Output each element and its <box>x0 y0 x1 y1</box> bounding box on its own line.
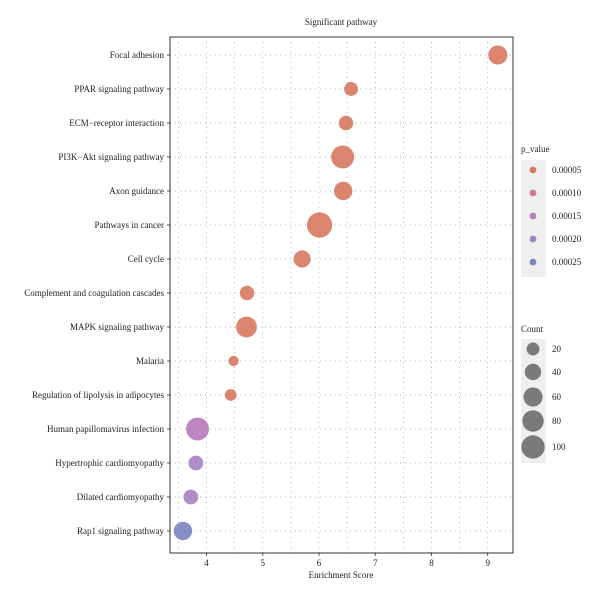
plot-frame <box>169 36 514 554</box>
pathway-label: Regulation of lipolysis in adipocytes <box>32 390 164 400</box>
p-value-legend-swatch <box>529 258 537 266</box>
plot-area <box>170 37 513 553</box>
pathway-label: Pathways in cancer <box>95 220 164 230</box>
data-point <box>344 82 359 96</box>
x-tick-label: 7 <box>373 558 378 568</box>
count-legend-label: 80 <box>552 416 562 426</box>
x-tick-label: 9 <box>485 558 490 568</box>
x-tick-label: 6 <box>317 558 322 568</box>
x-tick-label: 5 <box>261 558 266 568</box>
pathway-label: Complement and coagulation cascades <box>24 288 164 298</box>
count-legend: Count 20 40 60 80 100 <box>521 324 566 463</box>
p-value-legend: p_value 0.00005 0.00010 0.00015 0.00020 0.00… <box>521 144 582 277</box>
p-value-legend-swatch <box>529 212 537 220</box>
chart-title: Significant pathway <box>305 17 378 27</box>
count-legend-title: Count <box>521 324 544 334</box>
pathway-label: Human papillomavirus infection <box>47 424 164 434</box>
grid-lines <box>167 37 513 553</box>
x-tick-label: 4 <box>204 558 209 568</box>
pathway-label: PPAR signaling pathway <box>74 84 164 94</box>
pathway-labels: Focal adhesion PPAR signaling pathway ECM−… <box>24 50 164 536</box>
p-value-legend-swatch <box>529 166 537 174</box>
count-legend-swatch <box>521 435 545 459</box>
data-point <box>186 417 210 441</box>
pathway-label: PI3K−Akt signaling pathway <box>58 152 164 162</box>
x-axis-title: Enrichment Score <box>309 570 374 580</box>
data-point <box>239 285 255 301</box>
pathway-label: Malaria <box>136 356 164 366</box>
pathway-label: ECM−receptor interaction <box>69 118 164 128</box>
p-value-legend-swatch <box>529 235 537 243</box>
p-value-legend-label: 0.00020 <box>552 234 582 244</box>
count-legend-label: 40 <box>552 367 562 377</box>
p-value-legend-label: 0.00005 <box>552 165 582 175</box>
data-point <box>188 455 204 471</box>
data-point <box>293 250 311 268</box>
p-value-legend-label: 0.00025 <box>552 257 582 267</box>
p-value-legend-label: 0.00010 <box>552 188 582 198</box>
pathway-label: Rap1 signaling pathway <box>77 526 164 536</box>
data-point <box>488 45 508 65</box>
x-tick-label: 8 <box>429 558 434 568</box>
pathway-label: Hypertrophic cardiomyopathy <box>55 458 164 468</box>
data-point <box>183 489 199 505</box>
count-legend-swatch <box>526 342 540 356</box>
p-value-legend-swatch <box>529 189 537 197</box>
pathway-label: MAPK signaling pathway <box>70 322 164 332</box>
data-point <box>306 212 333 238</box>
count-legend-swatch <box>524 363 542 381</box>
data-points <box>173 45 508 541</box>
count-legend-label: 20 <box>552 344 562 354</box>
pathway-label: Focal adhesion <box>110 50 165 60</box>
p-value-legend-title: p_value <box>521 144 550 154</box>
pathway-label: Axon guidance <box>109 186 164 196</box>
data-point <box>236 316 257 338</box>
data-point <box>228 355 239 367</box>
data-point <box>333 181 353 201</box>
pathway-label: Cell cycle <box>128 254 164 264</box>
data-point <box>173 521 193 541</box>
x-axis-ticks: 4 5 6 7 8 9 <box>204 553 490 568</box>
pathway-label: Dilated cardiomyopathy <box>77 492 165 502</box>
data-point <box>331 145 355 169</box>
count-legend-label: 60 <box>552 392 562 402</box>
p-value-legend-label: 0.00015 <box>552 211 582 221</box>
count-legend-label: 100 <box>552 442 566 452</box>
data-point <box>224 389 237 401</box>
data-point <box>338 115 354 131</box>
count-legend-swatch <box>522 410 544 432</box>
count-legend-swatch <box>523 387 543 407</box>
